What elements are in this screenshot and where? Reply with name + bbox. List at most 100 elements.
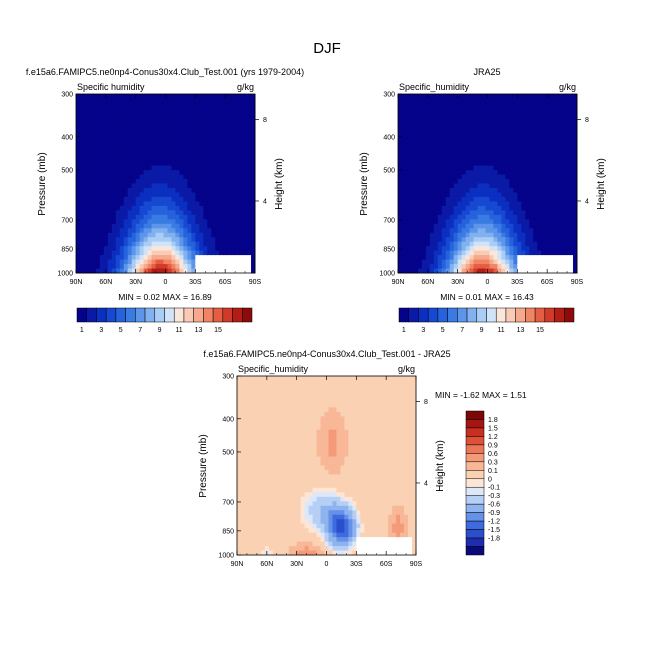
field-cell	[171, 116, 176, 122]
field-cell	[256, 434, 262, 440]
field-cell	[489, 246, 494, 252]
field-cell	[493, 138, 498, 144]
field-cell	[481, 205, 487, 211]
field-cell	[280, 483, 286, 489]
field-cell	[409, 214, 415, 220]
field-cell	[284, 465, 290, 471]
field-cell	[123, 161, 129, 167]
field-cell	[123, 102, 129, 108]
field-cell	[223, 125, 228, 131]
field-cell	[171, 250, 176, 256]
field-cell	[553, 111, 558, 117]
field-cell	[340, 461, 345, 466]
field-cell	[123, 241, 129, 247]
field-cell	[449, 98, 455, 104]
field-cell	[417, 152, 423, 158]
field-cell	[76, 250, 81, 256]
field-cell	[231, 116, 236, 122]
field-cell	[497, 241, 502, 247]
field-cell	[268, 510, 274, 516]
field-cell	[179, 255, 184, 261]
field-cell	[320, 501, 326, 507]
field-cell	[95, 102, 101, 108]
field-cell	[227, 165, 232, 171]
field-cell	[91, 116, 97, 122]
field-cell	[151, 255, 157, 261]
field-cell	[260, 398, 266, 404]
field-cell	[300, 550, 306, 556]
field-cell	[433, 94, 439, 99]
field-cell	[425, 107, 431, 113]
field-cell	[143, 111, 149, 117]
topography-mask-cell	[207, 255, 212, 261]
field-cell	[215, 94, 220, 99]
field-cell	[501, 125, 506, 131]
field-cell	[91, 120, 97, 126]
field-cell	[247, 228, 252, 234]
field-cell	[401, 98, 407, 104]
field-cell	[429, 183, 435, 189]
field-cell	[256, 474, 262, 480]
field-cell	[247, 214, 252, 220]
field-cell	[308, 550, 314, 556]
field-cell	[288, 452, 294, 458]
field-cell	[557, 232, 562, 238]
field-cell	[284, 447, 290, 453]
field-cell	[569, 98, 574, 104]
field-cell	[413, 259, 419, 265]
topography-mask-cell	[557, 268, 562, 274]
field-cell	[465, 170, 471, 176]
topography-mask-cell	[219, 259, 224, 265]
field-cell	[437, 134, 443, 140]
field-cell	[131, 214, 137, 220]
field-cell	[417, 205, 423, 211]
field-cell	[332, 492, 337, 498]
field-cell	[237, 443, 242, 449]
field-cell	[260, 541, 266, 547]
field-cell	[405, 179, 411, 184]
field-cell	[260, 376, 266, 381]
field-cell	[76, 187, 81, 193]
field-cell	[533, 183, 538, 189]
field-cell	[91, 102, 97, 108]
field-cell	[449, 143, 455, 149]
field-cell	[203, 174, 208, 180]
field-cell	[505, 129, 510, 135]
field-cell	[461, 116, 467, 122]
field-cell	[147, 246, 153, 252]
field-cell	[264, 438, 270, 444]
field-cell	[477, 120, 483, 126]
field-cell	[127, 134, 133, 140]
field-cell	[288, 514, 294, 520]
field-cell	[557, 241, 562, 247]
field-cell	[199, 107, 204, 113]
field-cell	[308, 420, 314, 426]
field-cell	[151, 187, 157, 193]
field-cell	[296, 523, 302, 529]
field-cell	[199, 161, 204, 167]
field-cell	[308, 474, 314, 480]
field-cell	[247, 174, 252, 180]
field-cell	[231, 223, 236, 229]
field-cell	[469, 201, 475, 207]
field-cell	[251, 98, 256, 104]
field-cell	[457, 210, 463, 216]
field-cell	[76, 201, 81, 207]
field-cell	[143, 210, 149, 216]
field-cell	[328, 483, 333, 489]
field-cell	[272, 474, 278, 480]
field-cell	[541, 152, 546, 158]
field-cell	[215, 210, 220, 216]
field-cell	[485, 187, 490, 193]
field-cell	[219, 116, 224, 122]
field-cell	[461, 187, 467, 193]
colorbar-box	[437, 307, 448, 323]
field-cell	[123, 174, 129, 180]
field-cell	[175, 179, 180, 184]
field-cell	[115, 179, 121, 184]
topography-mask-cell	[533, 259, 538, 265]
field-cell	[237, 541, 242, 547]
field-cell	[260, 492, 266, 498]
field-cell	[163, 187, 168, 193]
field-cell	[139, 192, 145, 198]
